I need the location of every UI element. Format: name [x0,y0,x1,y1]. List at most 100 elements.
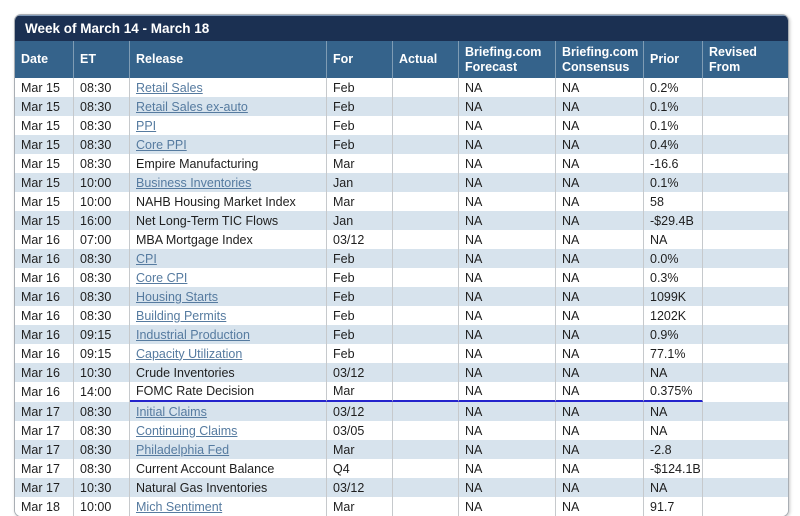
for-cell: Mar [327,192,393,211]
revised-cell [703,154,788,173]
release-cell-fomc-underlined: FOMC Rate Decision [130,382,327,402]
header-row: Date ET Release For Actual Briefing.com … [15,41,788,78]
et-cell: 07:00 [74,230,130,249]
release-link[interactable]: Industrial Production [136,328,250,342]
for-cell: Q4 [327,459,393,478]
forecast-cell: NA [459,440,556,459]
for-cell: Mar [327,497,393,516]
date-cell: Mar 17 [15,459,74,478]
release-link[interactable]: Core PPI [136,138,187,152]
prior-cell: 58 [644,192,703,211]
date-cell: Mar 16 [15,249,74,268]
release-link[interactable]: Initial Claims [136,405,207,419]
date-cell: Mar 16 [15,268,74,287]
actual-cell [393,421,459,440]
table-row: Mar 1510:00Business InventoriesJanNANA0.… [15,173,788,192]
for-cell: Feb [327,306,393,325]
et-cell: 08:30 [74,459,130,478]
forecast-cell: NA [459,154,556,173]
release-cell: Net Long-Term TIC Flows [130,211,327,230]
revised-cell [703,192,788,211]
for-cell: Feb [327,325,393,344]
consensus-cell: NA [556,344,644,363]
actual-cell [393,135,459,154]
release-link[interactable]: Continuing Claims [136,424,237,438]
table-row: Mar 1607:00MBA Mortgage Index03/12NANANA [15,230,788,249]
revised-cell [703,325,788,344]
release-cell: Core PPI [130,135,327,154]
release-link[interactable]: Retail Sales [136,81,203,95]
actual-cell [393,116,459,135]
revised-cell [703,230,788,249]
consensus-cell: NA [556,363,644,382]
release-link[interactable]: Philadelphia Fed [136,443,229,457]
consensus-cell: NA [556,230,644,249]
prior-cell: 0.1% [644,116,703,135]
forecast-cell: NA [459,363,556,382]
et-cell: 08:30 [74,421,130,440]
prior-cell: NA [644,402,703,421]
release-link[interactable]: Capacity Utilization [136,347,242,361]
table-row: Mar 1608:30Building PermitsFebNANA1202K [15,306,788,325]
actual-cell [393,440,459,459]
release-link[interactable]: CPI [136,252,157,266]
for-cell: Mar [327,154,393,173]
release-link[interactable]: PPI [136,119,156,133]
actual-cell [393,78,459,97]
table-row: Mar 1710:30Natural Gas Inventories03/12N… [15,478,788,497]
revised-cell [703,497,788,516]
date-cell: Mar 17 [15,421,74,440]
consensus-cell-fomc-underlined: NA [556,382,644,402]
et-cell: 08:30 [74,440,130,459]
release-link[interactable]: Business Inventories [136,176,251,190]
release-link[interactable]: Mich Sentiment [136,500,222,514]
release-cell: Building Permits [130,306,327,325]
prior-cell: 0.3% [644,268,703,287]
date-cell: Mar 15 [15,192,74,211]
prior-cell: -$29.4B [644,211,703,230]
prior-cell: NA [644,363,703,382]
table-row: Mar 1708:30Philadelphia FedMarNANA-2.8 [15,440,788,459]
actual-cell [393,211,459,230]
revised-cell [703,97,788,116]
forecast-cell: NA [459,78,556,97]
prior-cell: -2.8 [644,440,703,459]
et-cell: 08:30 [74,154,130,173]
release-link[interactable]: Core CPI [136,271,187,285]
actual-cell [393,402,459,421]
table-row: Mar 1708:30Continuing Claims03/05NANANA [15,421,788,440]
for-cell: 03/12 [327,363,393,382]
prior-cell: 77.1% [644,344,703,363]
release-link[interactable]: Building Permits [136,309,226,323]
release-link[interactable]: Housing Starts [136,290,218,304]
revised-cell [703,478,788,497]
et-cell: 08:30 [74,402,130,421]
date-cell: Mar 15 [15,78,74,97]
revised-cell [703,382,788,402]
table-row: Mar 1508:30Retail SalesFebNANA0.2% [15,78,788,97]
for-cell: 03/05 [327,421,393,440]
table-row: Mar 1608:30Core CPIFebNANA0.3% [15,268,788,287]
table-row: Mar 1609:15Capacity UtilizationFebNANA77… [15,344,788,363]
date-cell: Mar 18 [15,497,74,516]
prior-cell: NA [644,478,703,497]
release-link[interactable]: Retail Sales ex-auto [136,100,248,114]
release-cell: Core CPI [130,268,327,287]
for-cell: Feb [327,97,393,116]
date-cell: Mar 16 [15,382,74,402]
forecast-cell: NA [459,192,556,211]
forecast-cell: NA [459,211,556,230]
calendar-table: Date ET Release For Actual Briefing.com … [15,41,788,516]
forecast-cell: NA [459,325,556,344]
for-cell: Jan [327,211,393,230]
table-row: Mar 1810:00Mich SentimentMarNANA91.7 [15,497,788,516]
prior-cell: NA [644,230,703,249]
forecast-cell: NA [459,287,556,306]
consensus-cell: NA [556,325,644,344]
date-cell: Mar 17 [15,478,74,497]
for-cell: Feb [327,287,393,306]
column-header-actual: Actual [393,41,459,78]
et-cell: 08:30 [74,306,130,325]
revised-cell [703,135,788,154]
revised-cell [703,440,788,459]
